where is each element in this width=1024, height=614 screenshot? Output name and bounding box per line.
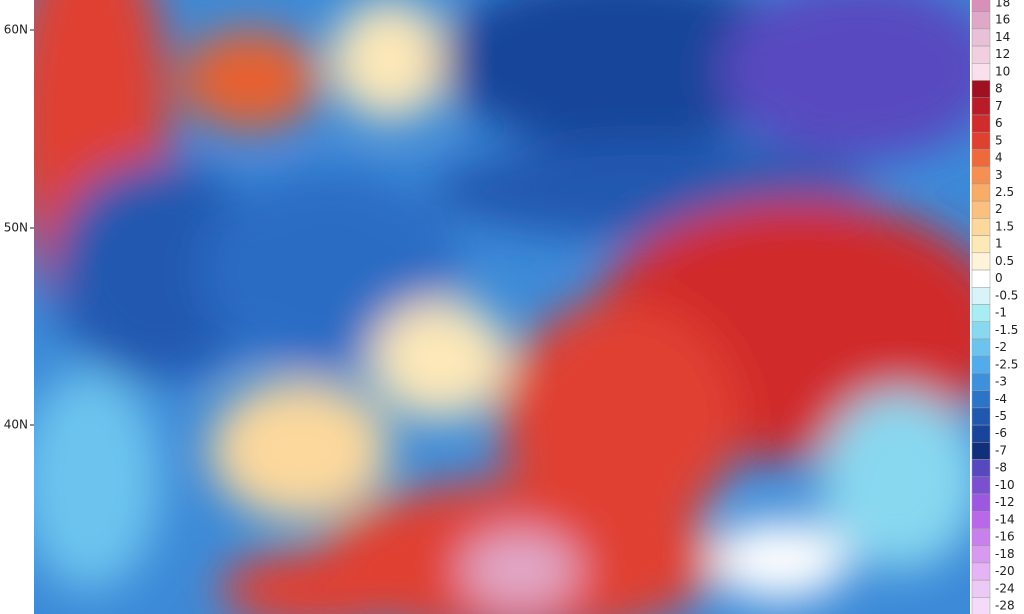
colorbar-label: 1 — [995, 237, 1003, 251]
colorbar-label: -10 — [995, 478, 1015, 492]
colorbar-swatch — [971, 424, 991, 443]
colorbar-swatch — [971, 114, 991, 133]
colorbar-label: -6 — [995, 426, 1007, 440]
colorbar-swatch — [971, 97, 991, 116]
colorbar-label: 8 — [995, 82, 1003, 96]
colorbar-label: -16 — [995, 530, 1015, 544]
colorbar-swatch — [971, 442, 991, 460]
colorbar-label: -1.5 — [995, 323, 1018, 337]
colorbar-label: -14 — [995, 512, 1015, 526]
colorbar-swatch — [971, 218, 991, 236]
colorbar-label: 7 — [995, 99, 1003, 113]
colorbar-label: 12 — [995, 47, 1010, 61]
lat-axis — [30, 29, 34, 426]
colorbar-swatch — [971, 235, 991, 254]
colorbar-label: -1 — [995, 306, 1007, 320]
colorbar-swatch — [971, 45, 991, 64]
colorbar-swatch — [971, 28, 991, 47]
colorbar-label: -24 — [995, 581, 1015, 595]
colorbar-swatch — [971, 528, 991, 546]
colorbar-swatch — [971, 459, 991, 478]
colorbar-swatch — [971, 390, 991, 409]
colorbar-swatch — [971, 131, 991, 150]
colorbar-label: -18 — [995, 547, 1015, 561]
colorbar: 18 16 14 12 10 8 7 6 5 4 3 2.5 2 1.5 1 0.5 0 -0.5 -1 -1.5 -2… — [971, 0, 1018, 614]
anomaly-field — [34, 0, 970, 614]
colorbar-label: 14 — [995, 30, 1010, 44]
colorbar-swatch — [971, 562, 991, 581]
colorbar-swatch — [971, 287, 991, 305]
colorbar-label: -20 — [995, 564, 1015, 578]
colorbar-swatch — [971, 373, 991, 391]
lat-label: 40N — [4, 418, 28, 432]
colorbar-label: 0 — [995, 271, 1003, 285]
colorbar-label: -2.5 — [995, 357, 1018, 371]
colorbar-label: 0.5 — [995, 254, 1014, 268]
colorbar-swatch — [971, 252, 991, 271]
colorbar-swatch — [971, 149, 991, 167]
colorbar-label: -8 — [995, 461, 1007, 475]
colorbar-swatch — [971, 355, 991, 374]
colorbar-swatch — [971, 63, 991, 81]
colorbar-label: 2.5 — [995, 185, 1014, 199]
colorbar-label: 4 — [995, 151, 1003, 165]
colorbar-label: -3 — [995, 375, 1007, 389]
colorbar-label: -2 — [995, 340, 1007, 354]
colorbar-swatch — [971, 545, 991, 564]
colorbar-swatch — [971, 338, 991, 357]
colorbar-label: -4 — [995, 392, 1007, 406]
colorbar-label: 18 — [995, 0, 1010, 10]
colorbar-swatch — [971, 166, 991, 185]
colorbar-label: 16 — [995, 13, 1010, 27]
colorbar-swatch — [971, 510, 991, 529]
colorbar-label: -7 — [995, 443, 1007, 457]
colorbar-swatch — [971, 579, 991, 598]
colorbar-label: 3 — [995, 168, 1003, 182]
colorbar-swatch — [971, 476, 991, 495]
colorbar-swatch — [971, 597, 991, 614]
colorbar-swatch — [971, 183, 991, 202]
colorbar-swatch — [971, 269, 991, 288]
colorbar-label: -12 — [995, 495, 1015, 509]
colorbar-label: 5 — [995, 133, 1003, 147]
colorbar-swatch — [971, 80, 991, 99]
colorbar-swatch — [971, 200, 991, 219]
colorbar-label: -28 — [995, 599, 1015, 613]
colorbar-swatch — [971, 11, 991, 30]
colorbar-label: -0.5 — [995, 288, 1018, 302]
colorbar-label: 6 — [995, 116, 1003, 130]
colorbar-swatch — [971, 304, 991, 322]
lat-label: 50N — [4, 221, 28, 235]
colorbar-label: -5 — [995, 409, 1007, 423]
colorbar-label: 10 — [995, 64, 1010, 78]
colorbar-swatch — [971, 407, 991, 426]
colorbar-swatch — [971, 493, 991, 512]
lat-label: 60N — [4, 23, 28, 37]
colorbar-label: 2 — [995, 202, 1003, 216]
colorbar-swatch — [971, 0, 991, 12]
colorbar-label: 1.5 — [995, 219, 1014, 233]
colorbar-swatch — [971, 321, 991, 340]
